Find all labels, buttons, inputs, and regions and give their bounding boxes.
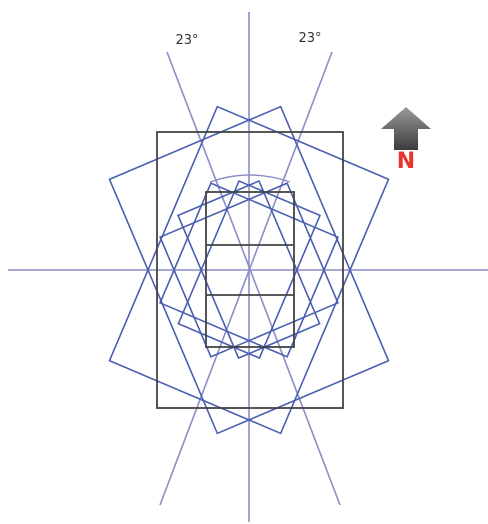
rotated-outlines [108, 105, 390, 435]
large-rotated-rect [108, 105, 390, 435]
angle-label: 23° [298, 31, 321, 46]
north-arrow [381, 107, 431, 150]
small-rotated-rect [176, 179, 321, 360]
diagonal-axis-right [159, 51, 333, 506]
small-rotated-rect [177, 179, 322, 360]
large-rect [156, 131, 344, 409]
north-label: N [397, 149, 415, 174]
mid-rotated-rect [159, 182, 339, 358]
large-rotated-rect [108, 105, 390, 435]
mid-rotated-rect [159, 182, 339, 358]
angle-label: 23° [175, 33, 198, 48]
diagonal-axis-left [166, 51, 341, 506]
small-rect [205, 191, 295, 348]
arc [209, 174, 291, 183]
